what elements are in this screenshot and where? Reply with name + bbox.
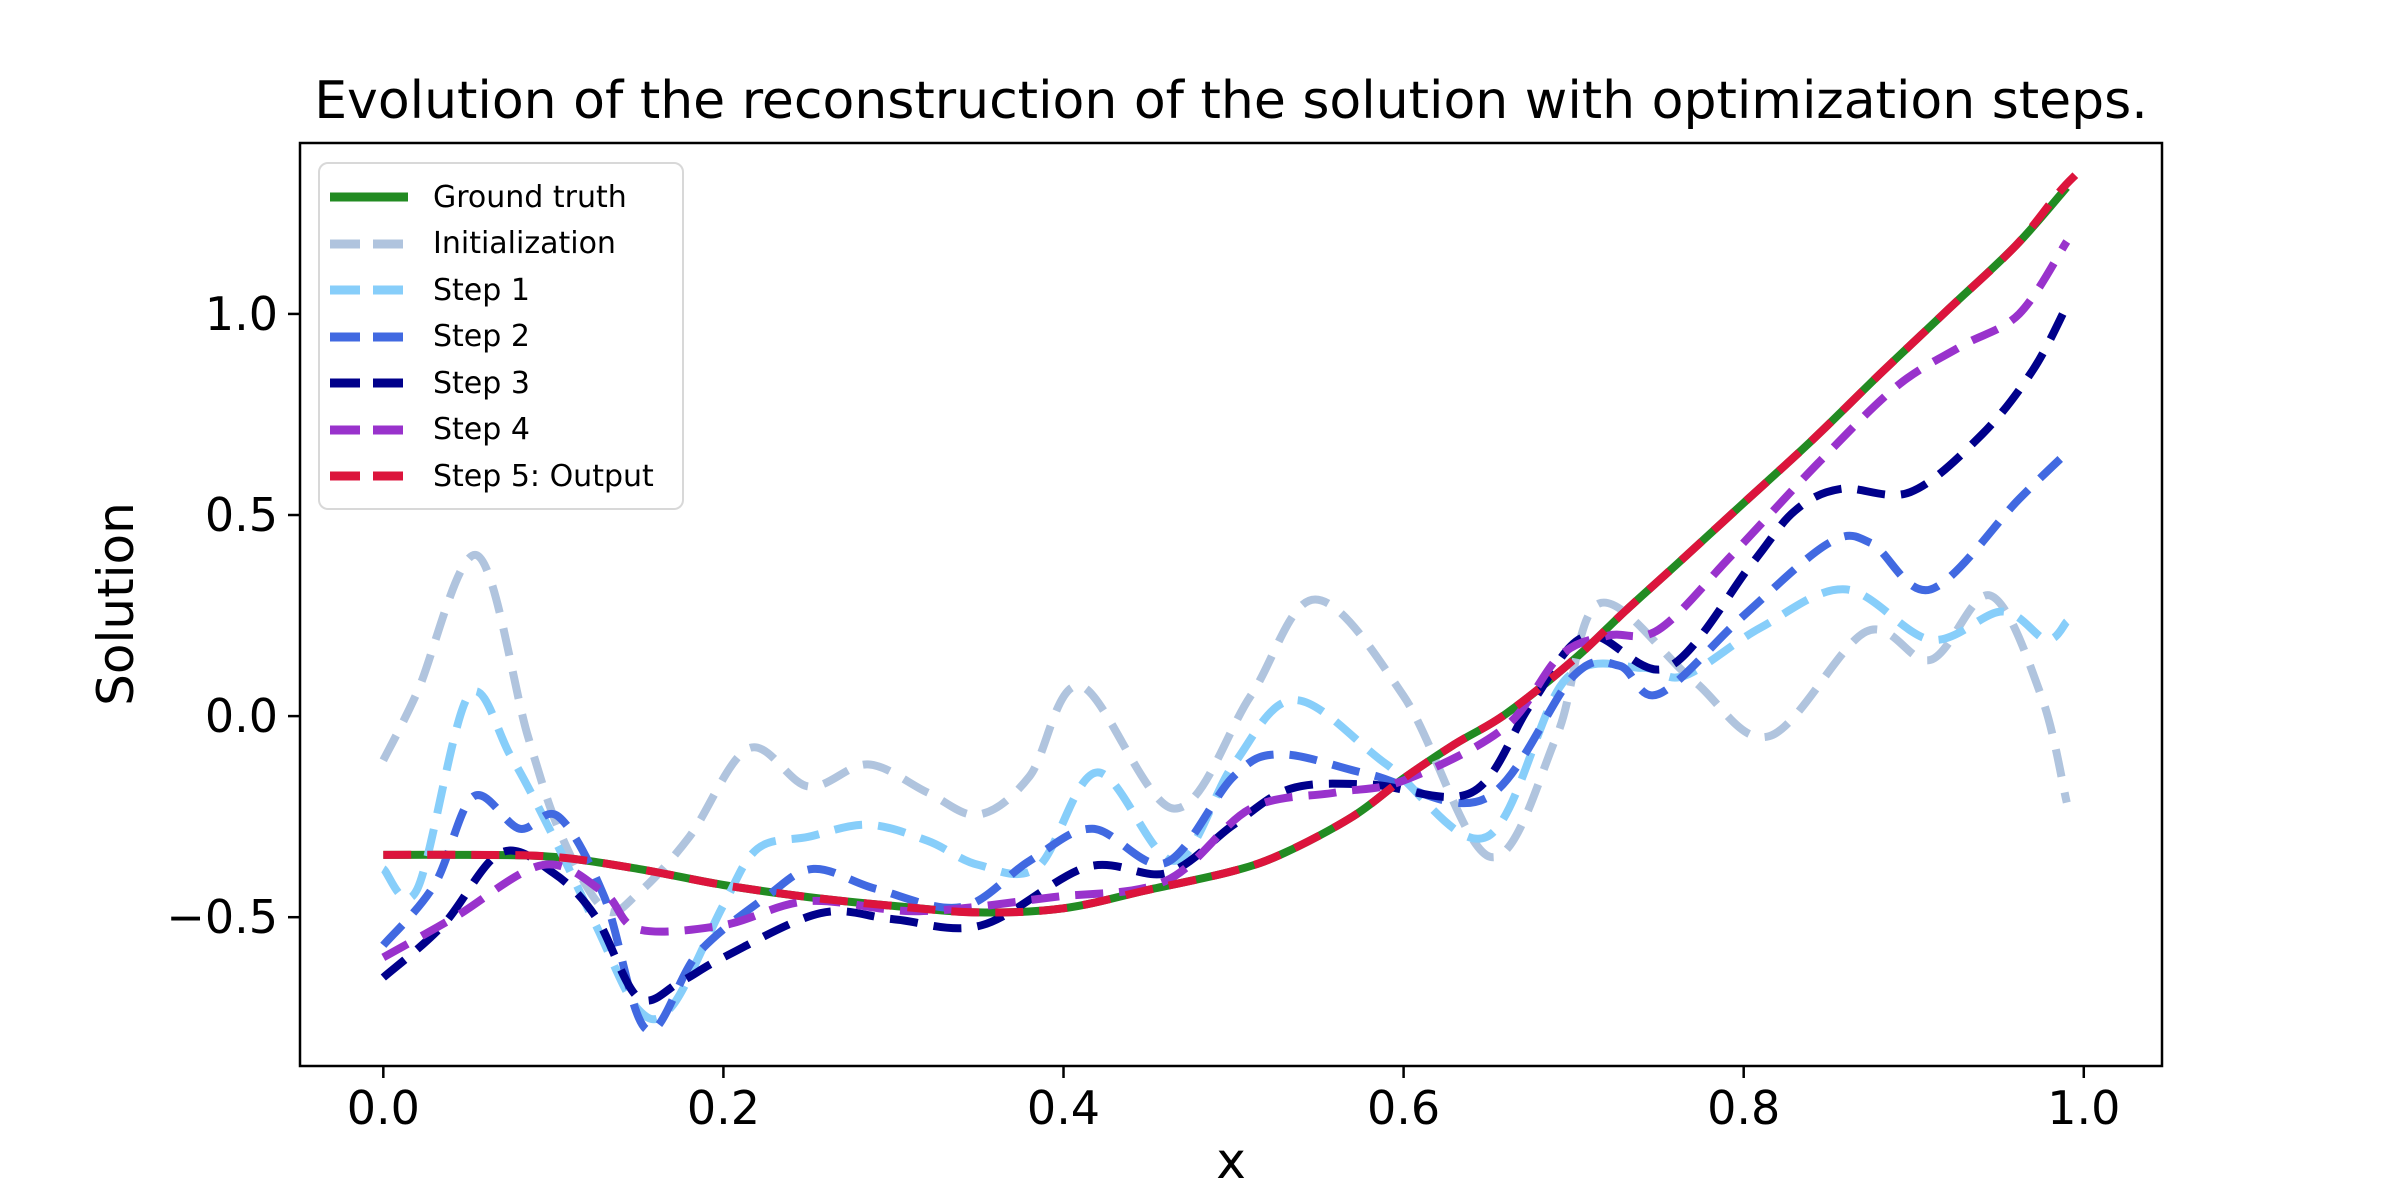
series-line-step-4 — [381, 239, 2071, 961]
legend-swatch-line-icon — [330, 332, 408, 342]
legend-item-label: Step 5: Output — [433, 458, 654, 494]
legend-item-step-1: Step 1 — [330, 267, 682, 314]
legend-item-step-4: Step 4 — [330, 407, 682, 454]
x-tick-label: 1.0 — [2047, 1081, 2120, 1135]
legend-item-label: Step 4 — [433, 412, 530, 448]
x-tick-label: 0.4 — [1027, 1081, 1100, 1135]
legend: Ground truth Initialization Step 1 Step … — [318, 162, 684, 510]
legend-swatch-line-icon — [330, 239, 408, 249]
series-line-initialization — [379, 551, 2071, 917]
y-axis-label: Solution — [87, 502, 145, 706]
legend-item-initialization: Initialization — [330, 221, 682, 268]
y-tick-label: −0.5 — [166, 890, 278, 944]
legend-item-label: Step 1 — [433, 272, 530, 308]
legend-item-label: Ground truth — [433, 179, 627, 215]
axes-frame — [298, 141, 2164, 1068]
x-tick-label: 0.0 — [347, 1081, 420, 1135]
axes-layer: 0.0 0.2 0.4 0.6 0.8 1.0 −0.5 0.0 0.5 1.0 — [166, 141, 2164, 1135]
legend-item-ground-truth: Ground truth — [330, 174, 682, 221]
legend-item-label: Step 3 — [433, 365, 530, 401]
legend-swatch-line-icon — [330, 285, 408, 295]
legend-swatch-line-icon — [330, 378, 408, 388]
legend-item-step-2: Step 2 — [330, 314, 682, 361]
x-tick-label: 0.8 — [1707, 1081, 1780, 1135]
legend-item-label: Step 2 — [433, 319, 530, 355]
legend-swatch-line-icon — [330, 192, 408, 202]
y-tick-label: 0.0 — [205, 689, 278, 743]
y-tick-label: 1.0 — [205, 287, 278, 341]
x-axis-label: x — [1216, 1132, 1246, 1190]
x-tick-label: 0.2 — [687, 1081, 760, 1135]
legend-item-step-5-output: Step 5: Output — [330, 453, 682, 500]
series-line-step-2 — [380, 449, 2070, 1035]
legend-swatch-line-icon — [330, 471, 408, 481]
series-line-step-1 — [380, 585, 2070, 1024]
legend-item-label: Initialization — [433, 226, 616, 262]
legend-item-step-3: Step 3 — [330, 360, 682, 407]
series-layer — [379, 172, 2079, 1035]
x-tick-label: 0.6 — [1367, 1081, 1440, 1135]
chart-title: Evolution of the reconstruction of the s… — [314, 71, 2148, 131]
series-line-step-3 — [380, 304, 2071, 1005]
y-tick-label: 0.5 — [205, 488, 278, 542]
legend-swatch-line-icon — [330, 425, 408, 435]
